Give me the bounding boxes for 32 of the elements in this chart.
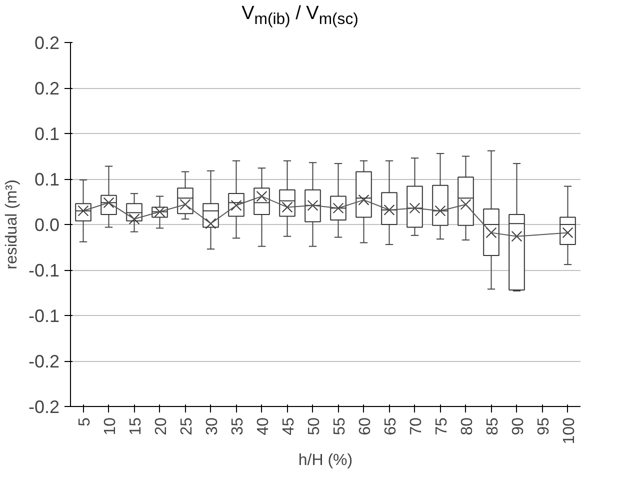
y-tick-label: -0.1 bbox=[28, 260, 60, 280]
y-tick-label: 0.1 bbox=[34, 170, 60, 190]
x-tick-label: 100 bbox=[560, 417, 578, 444]
x-tick-label: 40 bbox=[254, 417, 272, 436]
x-tick-label: 75 bbox=[433, 417, 450, 436]
y-axis-title: residual (m³) bbox=[3, 180, 20, 270]
y-tick-label: -0.2 bbox=[28, 397, 60, 417]
y-tick-label: 0.2 bbox=[34, 78, 60, 98]
y-tick-label: 0.2 bbox=[34, 33, 60, 53]
x-tick-label: 55 bbox=[331, 417, 348, 436]
x-tick-label: 50 bbox=[306, 417, 323, 436]
chart-title: V$_{m(ib)}$ / V$_{m(sc)}$ bbox=[240, 2, 360, 30]
x-axis-title: h/H (%) bbox=[298, 452, 353, 470]
x-tick-label: 80 bbox=[458, 417, 476, 436]
x-tick-label: 30 bbox=[204, 417, 221, 436]
x-tick-label: 65 bbox=[382, 417, 400, 436]
x-tick-label: 10 bbox=[102, 417, 119, 436]
x-tick-label: 70 bbox=[408, 417, 425, 436]
x-tick-label: 5 bbox=[76, 417, 94, 426]
x-tick-label: 25 bbox=[178, 417, 196, 436]
x-tick-label: 85 bbox=[484, 417, 502, 436]
x-tick-label: 20 bbox=[152, 417, 170, 436]
x-tick-label: 45 bbox=[280, 417, 298, 436]
x-tick-label: 90 bbox=[510, 417, 527, 436]
x-tick-label: 95 bbox=[535, 417, 552, 436]
x-tick-label: 35 bbox=[229, 417, 246, 436]
y-tick-label: 0.1 bbox=[34, 124, 60, 144]
y-tick-label: -0.1 bbox=[28, 306, 60, 326]
x-tick-label: 60 bbox=[356, 417, 374, 436]
y-tick-label: 0.0 bbox=[34, 215, 60, 235]
x-tick-label: 15 bbox=[127, 417, 144, 436]
y-tick-label: -0.2 bbox=[28, 352, 60, 372]
